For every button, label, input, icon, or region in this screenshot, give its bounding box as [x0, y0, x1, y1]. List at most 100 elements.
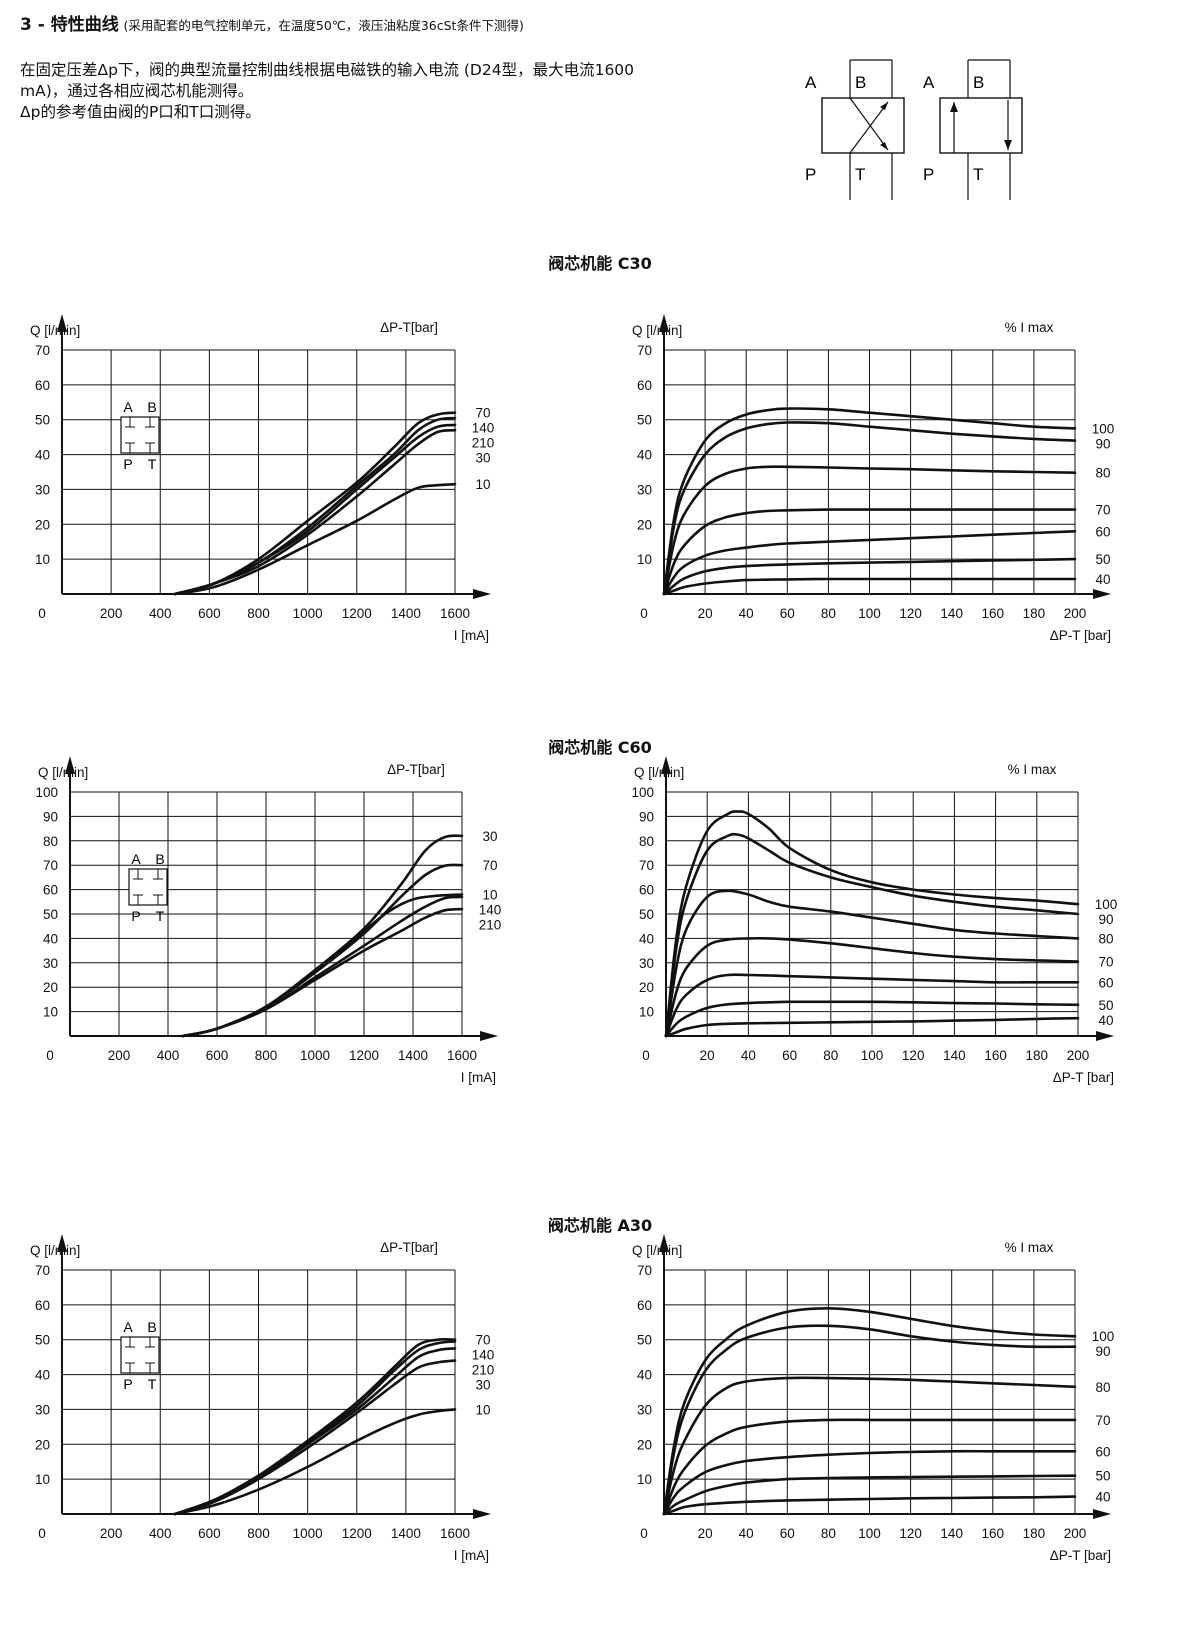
x-tick-label: 80 [821, 606, 836, 621]
y-tick-label: 50 [637, 413, 652, 428]
y-axis-label: Q [l/min] [632, 1243, 682, 1258]
series-line-80 [662, 465, 1077, 596]
series-line-10 [173, 482, 457, 596]
series-label: 40 [1098, 1013, 1113, 1028]
grid [663, 349, 1076, 594]
series-label: 140 [479, 902, 502, 917]
inset-label-p: P [131, 908, 140, 924]
x-tick-label: 100 [858, 1526, 881, 1541]
series-line-30 [173, 1359, 457, 1516]
x-tick-label: 40 [739, 606, 754, 621]
intro-line-2: mA)，通过各相应阀芯机能测得。 [20, 82, 254, 100]
series-label: 90 [1098, 912, 1113, 927]
series-line-40 [664, 1016, 1080, 1038]
x-tick-label: 800 [247, 606, 270, 621]
x-tick-label: 0 [642, 1048, 650, 1063]
series-line-50 [664, 1000, 1080, 1038]
sym2-label-t: T [973, 165, 983, 184]
y-axis-arrow [57, 314, 67, 332]
series-label: 70 [1095, 1413, 1110, 1428]
y-tick-label: 40 [637, 448, 652, 463]
y-tick-label: 80 [639, 834, 654, 849]
series-line-70 [173, 1338, 457, 1516]
x-tick-label: 600 [206, 1048, 229, 1063]
x-tick-label: 600 [198, 606, 221, 621]
series-label: 60 [1098, 975, 1113, 990]
x-tick-label: 100 [861, 1048, 884, 1063]
inset-label-t: T [148, 456, 157, 472]
section-number: 3 - [20, 15, 51, 35]
x-tick-label: 0 [640, 1526, 648, 1541]
series-label: 50 [1098, 998, 1113, 1013]
sym1-label-b: B [855, 73, 866, 92]
x-tick-label: 140 [940, 606, 963, 621]
series-label: 90 [1095, 436, 1110, 451]
x-tick-label: 1600 [440, 606, 470, 621]
y-tick-label: 70 [35, 343, 50, 358]
legend-title: % I max [1005, 1240, 1054, 1255]
y-tick-label: 50 [35, 1333, 50, 1348]
y-tick-label: 40 [35, 448, 50, 463]
sym1-label-p: P [805, 165, 816, 184]
x-tick-label: 20 [700, 1048, 715, 1063]
series-label: 30 [475, 1378, 490, 1393]
y-tick-label: 60 [637, 378, 652, 393]
series-line-60 [664, 973, 1080, 1038]
inset-label-b: B [147, 399, 156, 415]
y-tick-label: 60 [639, 883, 654, 898]
x-tick-label: 200 [100, 1526, 123, 1541]
series-label: 80 [1095, 466, 1110, 481]
y-tick-label: 20 [35, 1437, 50, 1452]
x-tick-label: 1400 [391, 606, 421, 621]
series-line-70 [181, 863, 464, 1038]
x-tick-label: 200 [1064, 1526, 1087, 1541]
section-title-c60: 阀芯机能 C60 [548, 738, 652, 757]
y-tick-label: 30 [35, 1402, 50, 1417]
x-tick-label: 1200 [342, 1526, 372, 1541]
y-axis-arrow [659, 1234, 669, 1252]
series-label: 70 [1095, 503, 1110, 518]
y-tick-label: 30 [637, 482, 652, 497]
x-tick-label: 1400 [391, 1526, 421, 1541]
inset-label-t: T [148, 1376, 157, 1392]
x-tick-label: 100 [858, 606, 881, 621]
y-tick-label: 20 [35, 517, 50, 532]
y-tick-label: 70 [43, 858, 58, 873]
x-tick-label: 60 [782, 1048, 797, 1063]
y-tick-label: 90 [639, 809, 654, 824]
x-tick-label: 160 [982, 1526, 1005, 1541]
x-tick-label: 120 [899, 1526, 922, 1541]
x-tick-label: 160 [984, 1048, 1007, 1063]
y-tick-label: 10 [35, 1472, 50, 1487]
y-tick-label: 40 [637, 1368, 652, 1383]
series-label: 210 [472, 436, 495, 451]
x-tick-label: 1000 [293, 606, 323, 621]
x-tick-label: 600 [198, 1526, 221, 1541]
y-axis-label: Q [l/min] [30, 1243, 80, 1258]
series-line-60 [662, 1449, 1077, 1516]
section-title-c30: 阀芯机能 C30 [548, 254, 652, 273]
series-label: 60 [1095, 1444, 1110, 1459]
y-tick-label: 50 [35, 413, 50, 428]
series-label: 30 [482, 829, 497, 844]
x-tick-label: 80 [823, 1048, 838, 1063]
series-line-100 [662, 1307, 1077, 1516]
y-tick-label: 70 [637, 343, 652, 358]
x-tick-label: 400 [149, 606, 172, 621]
series-line-90 [662, 421, 1077, 596]
valve-symbol-parallel: A B P T [923, 59, 1023, 200]
inset-label-p: P [123, 456, 132, 472]
x-tick-label: 200 [108, 1048, 131, 1063]
y-tick-label: 90 [43, 809, 58, 824]
sym2-label-a: A [923, 73, 935, 92]
y-tick-label: 20 [637, 517, 652, 532]
y-tick-label: 40 [35, 1368, 50, 1383]
series-line-10 [173, 1408, 457, 1516]
x-tick-label: 180 [1023, 606, 1046, 621]
sym1-label-t: T [855, 165, 865, 184]
x-tick-label: 200 [100, 606, 123, 621]
series-label: 70 [475, 1333, 490, 1348]
series-line-40 [662, 577, 1077, 596]
section-title: 特性曲线 [50, 15, 119, 35]
y-tick-label: 50 [43, 907, 58, 922]
